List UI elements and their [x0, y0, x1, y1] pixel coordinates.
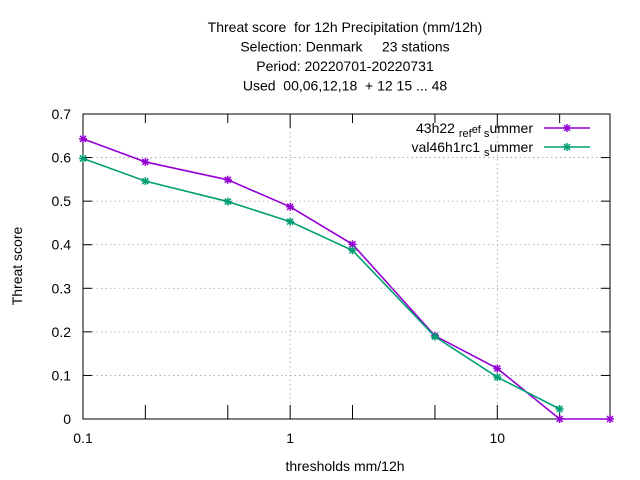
- series-2-point: [493, 373, 502, 382]
- x-tick-label: 1: [286, 430, 294, 446]
- legend-marker-1: [563, 124, 571, 132]
- series-1-point: [141, 157, 150, 166]
- series-2-point: [430, 332, 439, 341]
- legend-label-2: val46h1rc1 summer: [412, 139, 534, 159]
- series-1-point: [606, 415, 614, 423]
- x-tick-label: 0.1: [73, 430, 93, 446]
- series-1-point: [79, 134, 87, 143]
- series-1-point: [555, 415, 564, 423]
- series-1-point: [223, 175, 232, 184]
- axis-ticks: 00.10.20.30.40.50.60.70.1 1 10: [52, 106, 610, 446]
- y-tick-label: 0: [63, 411, 71, 427]
- x-tick-label: 10: [490, 430, 506, 446]
- title-line: Used 00,06,12,18 + 12 15 ... 48: [243, 78, 448, 94]
- series-line-1: [82, 138, 610, 420]
- y-tick-label: 0.5: [52, 193, 72, 209]
- y-tick-label: 0.7: [52, 106, 72, 122]
- y-tick-label: 0.4: [52, 237, 72, 253]
- series-line-2: [82, 157, 561, 410]
- y-tick-label: 0.1: [52, 367, 72, 383]
- y-tick-label: 0.6: [52, 150, 72, 166]
- series-2-point: [348, 246, 357, 255]
- legend-marker-2: [563, 143, 571, 151]
- y-tick-label: 0.2: [52, 324, 72, 340]
- y-tick-label: 0.3: [52, 280, 72, 296]
- series-2-point: [141, 177, 150, 186]
- series-2-point: [286, 217, 295, 226]
- legend-label-1: 43h22 refef summer: [416, 120, 533, 140]
- chart-title: Threat score for 12h Precipitation (mm/1…: [208, 19, 483, 94]
- series-1-point: [286, 202, 295, 211]
- title-line: Threat score for 12h Precipitation (mm/1…: [208, 19, 483, 35]
- grid: [83, 114, 610, 419]
- title-line: Selection: Denmark 23 stations: [240, 39, 449, 55]
- plot-frame: [82, 113, 611, 420]
- y-axis-label: Threat score: [9, 226, 25, 305]
- data-series: [79, 134, 614, 423]
- series-2-point: [555, 404, 564, 413]
- series-2-point: [79, 154, 87, 163]
- series-1-point: [493, 364, 502, 373]
- title-line: Period: 20220701-20220731: [256, 58, 434, 74]
- x-axis-label: thresholds mm/12h: [285, 458, 404, 474]
- series-2-point: [223, 197, 232, 206]
